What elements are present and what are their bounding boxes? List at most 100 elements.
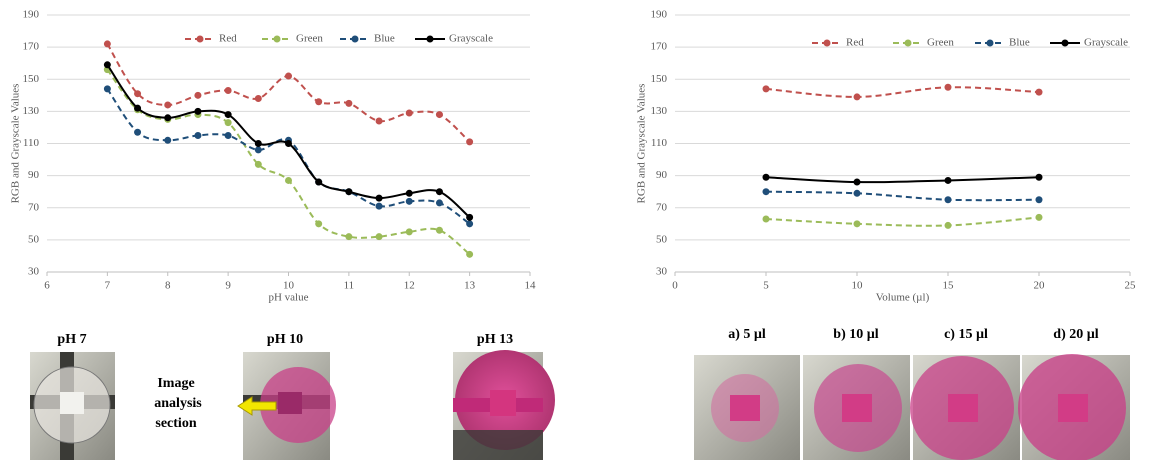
- x-tick-label: 10: [283, 280, 295, 292]
- arrow: [237, 396, 277, 416]
- series-line: [106, 43, 471, 143]
- y-tick-label: 30: [28, 266, 40, 278]
- data-point: [375, 194, 383, 202]
- data-point: [853, 189, 861, 197]
- series-line: [765, 190, 1040, 202]
- data-point: [103, 85, 111, 93]
- legend-marker: [904, 39, 912, 47]
- annotation-line: analysis: [154, 396, 202, 411]
- data-point: [315, 178, 323, 186]
- data-point: [345, 99, 353, 107]
- series-line: [765, 216, 1040, 227]
- x-tick-label: 9: [225, 280, 231, 292]
- data-point: [1035, 196, 1043, 204]
- data-point: [285, 176, 292, 184]
- data-point: [285, 140, 292, 147]
- y-tick-label: 150: [23, 73, 40, 85]
- y-tick-label: 150: [651, 73, 668, 85]
- photo-label: pH 10: [267, 332, 303, 347]
- data-point: [375, 117, 383, 125]
- legend-label: Green: [296, 33, 323, 45]
- series-line: [106, 69, 471, 256]
- y-tick-label: 70: [28, 201, 40, 213]
- x-tick-label: 12: [404, 280, 415, 292]
- legend-label: Grayscale: [449, 33, 493, 45]
- x-axis-label: pH value: [268, 292, 308, 304]
- legend-marker: [986, 39, 994, 47]
- data-point: [254, 140, 262, 147]
- data-point: [224, 119, 232, 127]
- data-point: [254, 160, 262, 168]
- legend-label: Grayscale: [1084, 37, 1128, 49]
- legend-label: Red: [846, 37, 864, 49]
- photo-label: b) 10 µl: [833, 327, 879, 342]
- series-line: [765, 86, 1040, 98]
- photo-label: pH 7: [57, 332, 86, 347]
- legend-marker: [351, 35, 359, 43]
- data-point: [405, 109, 413, 117]
- y-tick-label: 190: [651, 9, 668, 21]
- legend-marker: [273, 35, 281, 43]
- series-line: [106, 88, 471, 225]
- legend-marker: [1061, 39, 1069, 47]
- data-point: [285, 72, 292, 80]
- data-point: [345, 188, 353, 196]
- legend-marker: [426, 35, 434, 43]
- data-point: [944, 83, 952, 91]
- y-tick-label: 130: [651, 105, 668, 117]
- x-tick-label: 14: [525, 280, 537, 292]
- data-point: [405, 189, 413, 197]
- data-point: [944, 221, 952, 229]
- data-point: [194, 131, 202, 139]
- data-point: [762, 188, 770, 196]
- annotation-line: Image: [157, 376, 194, 391]
- data-point: [164, 101, 172, 109]
- photo-ph13: [453, 350, 555, 460]
- series-line: [765, 176, 1040, 184]
- photo-label: c) 15 µl: [944, 327, 988, 342]
- data-point: [134, 104, 142, 112]
- data-point: [762, 173, 770, 181]
- y-tick-label: 190: [23, 9, 40, 21]
- data-point: [435, 188, 443, 196]
- data-point: [164, 136, 172, 144]
- x-axis-label: Volume (µl): [876, 292, 930, 304]
- data-point: [134, 128, 142, 136]
- photo-ph7: [30, 352, 115, 460]
- y-tick-label: 110: [23, 137, 40, 149]
- data-point: [315, 98, 323, 106]
- y-tick-label: 30: [656, 266, 668, 278]
- y-tick-label: 70: [656, 201, 668, 213]
- data-point: [224, 86, 232, 94]
- data-point: [944, 176, 952, 184]
- y-tick-label: 170: [23, 41, 40, 53]
- x-tick-label: 8: [165, 280, 171, 292]
- legend-label: Red: [219, 33, 237, 45]
- legend-label: Blue: [1009, 37, 1030, 49]
- data-point: [375, 233, 383, 241]
- x-tick-label: 15: [943, 280, 955, 292]
- data-point: [224, 111, 232, 119]
- data-point: [103, 61, 111, 69]
- data-point: [224, 131, 232, 139]
- legend-marker: [196, 35, 204, 43]
- x-tick-label: 5: [763, 280, 769, 292]
- y-tick-label: 50: [28, 233, 40, 245]
- data-point: [466, 138, 474, 146]
- data-point: [853, 93, 861, 101]
- data-point: [1035, 213, 1043, 221]
- x-tick-label: 10: [852, 280, 864, 292]
- legend-label: Blue: [374, 33, 395, 45]
- data-point: [762, 85, 770, 93]
- data-point: [1035, 88, 1043, 96]
- y-tick-label: 110: [651, 137, 668, 149]
- data-point: [466, 220, 474, 228]
- y-axis-label: RGB and Grayscale Values: [636, 84, 648, 204]
- data-point: [1035, 173, 1043, 181]
- data-point: [853, 220, 861, 228]
- photos-volume: [694, 354, 1130, 460]
- annotation-line: section: [155, 416, 196, 431]
- x-tick-label: 0: [672, 280, 678, 292]
- y-axis-label: RGB and Grayscale Values: [10, 84, 22, 204]
